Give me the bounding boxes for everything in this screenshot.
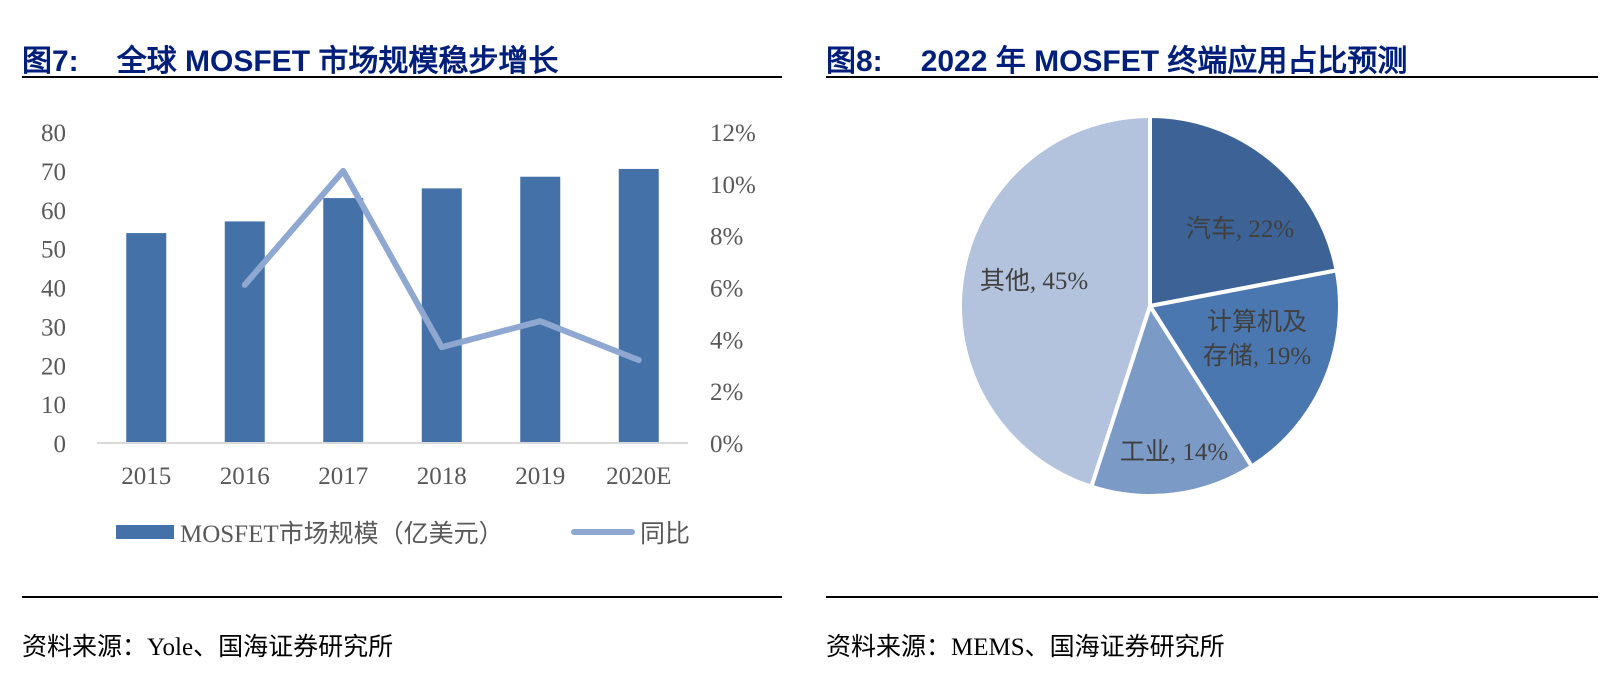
y-left-tick-label: 10 [41, 392, 66, 419]
legend-bar-swatch [116, 525, 174, 539]
y-left-tick-label: 30 [41, 314, 66, 341]
x-tick-label: 2015 [121, 463, 171, 490]
y-right-tick-label: 0% [710, 431, 743, 458]
pie-slice-label: 其他, 45% [980, 267, 1088, 295]
bar-2016 [224, 221, 265, 443]
x-tick-label: 2016 [220, 463, 270, 490]
y-left-tick-label: 50 [41, 237, 66, 264]
bar-2017 [323, 198, 364, 443]
figure-7-bottom-rule [22, 596, 782, 598]
y-right-tick-label: 6% [710, 276, 743, 303]
bar-2019 [520, 176, 561, 444]
y-left-tick-label: 0 [54, 431, 67, 458]
x-tick-label: 2019 [515, 463, 565, 490]
figure-8-title-text: 2022 年 MOSFET 终端应用占比预测 [920, 45, 1408, 78]
figure-7-top-rule [22, 76, 782, 78]
pie-slice-3 [1089, 304, 1254, 498]
x-tick-label: 2020E [606, 463, 671, 490]
pie-slice-label: 计算机及存储, 19% [1203, 308, 1311, 370]
pie-slice-4 [958, 114, 1152, 489]
pie-slice-label: 汽车, 22% [1186, 215, 1294, 243]
y-left-tick-label: 60 [41, 198, 66, 225]
pie-slice-label: 工业, 14% [1120, 438, 1228, 466]
x-tick-label: 2018 [417, 463, 467, 490]
figure-7-number: 图7: [22, 45, 79, 78]
bar-2015 [126, 233, 167, 443]
figure-8-top-rule [826, 76, 1598, 78]
mosfet-application-pie-chart: 汽车, 22% 计算机及存储, 19% 工业, 14% 其他, 45% [958, 114, 1342, 498]
mosfet-market-bar-line-chart: 0 10 20 30 40 50 60 70 80 0% 2% 4% 6% 8% 10% 12% 2015 201… [41, 120, 756, 548]
figure-8-title: 图8: 2022 年 MOSFET 终端应用占比预测 [826, 36, 1407, 80]
figure-8-number: 图8: [826, 45, 883, 78]
figure-7-source: 资料来源：Yole、国海证券研究所 [22, 634, 394, 661]
y-left-tick-label: 70 [41, 159, 66, 186]
y-right-tick-label: 10% [710, 172, 756, 199]
figure-8-source: 资料来源：MEMS、国海证券研究所 [826, 634, 1225, 661]
figure-7-title-text: 全球 MOSFET 市场规模稳步增长 [116, 45, 559, 78]
y-left-tick-label: 80 [41, 120, 66, 147]
x-tick-label: 2017 [318, 463, 368, 490]
figure-7-title: 图7: 全球 MOSFET 市场规模稳步增长 [22, 36, 558, 80]
y-right-tick-label: 8% [710, 224, 743, 251]
y-left-tick-label: 40 [41, 276, 66, 303]
y-right-tick-label: 12% [710, 120, 756, 147]
legend-bar-label: MOSFET市场规模（亿美元） [180, 520, 504, 548]
bar-2020E [618, 168, 659, 443]
pie-slice-1 [1148, 114, 1339, 308]
y-left-tick-label: 20 [41, 353, 66, 380]
y-right-tick-label: 4% [710, 327, 743, 354]
figure-8-bottom-rule [826, 596, 1598, 598]
legend-line-label: 同比 [640, 520, 690, 548]
pie-slice-2 [1148, 268, 1342, 469]
y-right-tick-label: 2% [710, 379, 743, 406]
bar-2018 [421, 188, 462, 443]
